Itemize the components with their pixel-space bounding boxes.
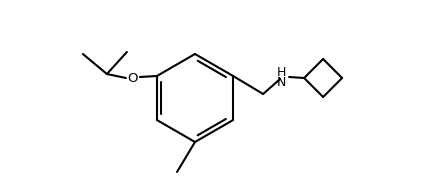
Text: H: H bbox=[276, 66, 286, 78]
Text: O: O bbox=[128, 72, 138, 84]
Text: N: N bbox=[276, 76, 286, 90]
